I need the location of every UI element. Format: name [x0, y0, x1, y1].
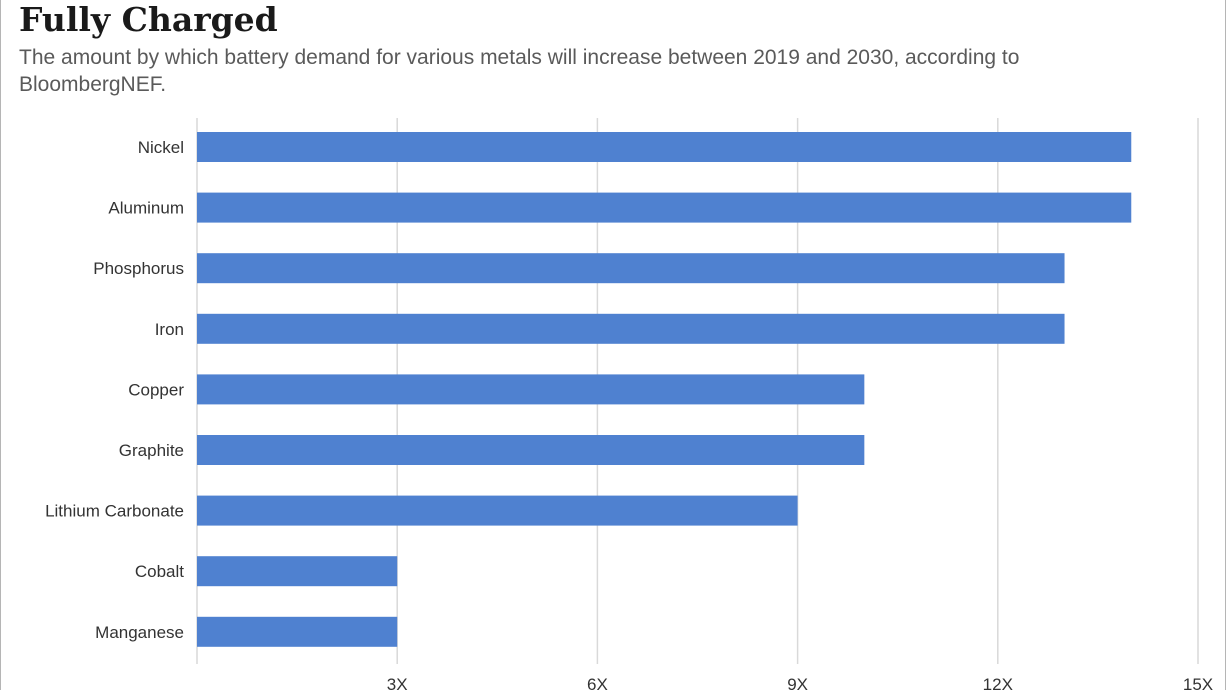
bar-copper	[197, 374, 865, 405]
x-tick-label: 15X	[1183, 675, 1213, 690]
bar-iron	[197, 313, 1065, 344]
category-label: Copper	[128, 380, 184, 399]
category-label: Aluminum	[108, 199, 184, 218]
chart-subtitle: The amount by which battery demand for v…	[19, 46, 1020, 96]
bar-graphite	[197, 435, 865, 465]
bar-phosphorus	[197, 253, 1065, 284]
bar-manganese	[197, 616, 398, 647]
category-label: Lithium Carbonate	[45, 502, 184, 521]
category-label: Nickel	[138, 138, 184, 157]
category-label: Iron	[155, 320, 184, 339]
bar-nickel	[197, 132, 1132, 162]
category-label: Cobalt	[135, 562, 184, 581]
x-tick-label: 6X	[587, 675, 608, 690]
x-tick-label: 12X	[983, 675, 1013, 690]
bar-cobalt	[197, 556, 398, 587]
category-label: Phosphorus	[93, 259, 184, 278]
category-label: Manganese	[95, 623, 184, 642]
bar-aluminum	[197, 192, 1132, 223]
x-tick-label: 9X	[787, 675, 808, 690]
category-label: Graphite	[119, 441, 184, 460]
x-tick-label: 3X	[387, 675, 408, 690]
bar-lithium-carbonate	[197, 495, 798, 526]
chart-title: Fully Charged	[19, 0, 278, 39]
